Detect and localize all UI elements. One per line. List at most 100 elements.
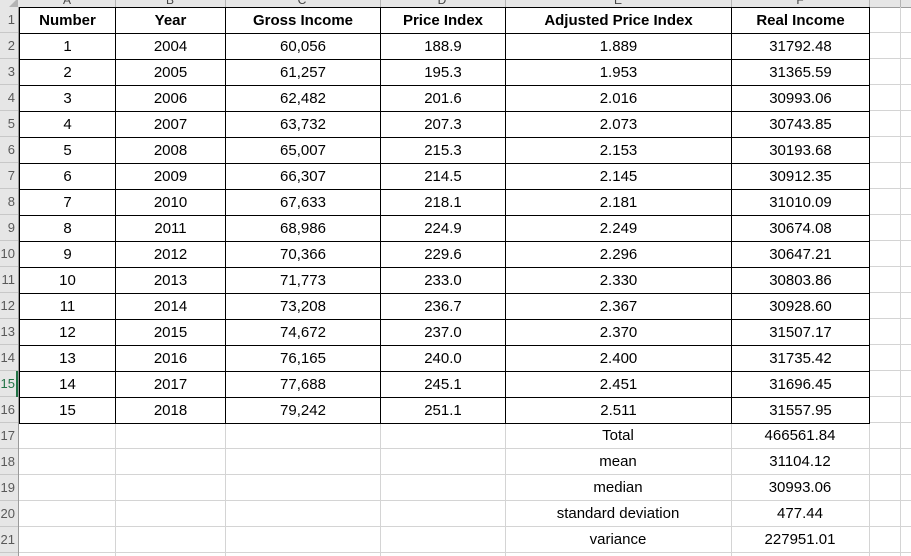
row-header-3[interactable]: 3: [0, 59, 18, 85]
cell[interactable]: 214.5: [380, 163, 506, 190]
cell[interactable]: 2.073: [505, 111, 732, 138]
cell[interactable]: 9: [19, 241, 116, 268]
cell[interactable]: 245.1: [380, 371, 506, 398]
cell[interactable]: 7: [19, 189, 116, 216]
cell[interactable]: 2015: [115, 319, 226, 346]
cell[interactable]: 188.9: [380, 33, 506, 60]
cell[interactable]: 2.451: [505, 371, 732, 398]
cell[interactable]: 2.296: [505, 241, 732, 268]
cell[interactable]: 2011: [115, 215, 226, 242]
cell[interactable]: 2.330: [505, 267, 732, 294]
cell[interactable]: 74,672: [225, 319, 381, 346]
cell[interactable]: 31735.42: [731, 345, 870, 372]
cell[interactable]: 240.0: [380, 345, 506, 372]
cell[interactable]: 2014: [115, 293, 226, 320]
cell[interactable]: 1: [19, 33, 116, 60]
cell[interactable]: 2006: [115, 85, 226, 112]
cell[interactable]: 2004: [115, 33, 226, 60]
column-header-F[interactable]: F: [796, 0, 804, 7]
cell[interactable]: 30647.21: [731, 241, 870, 268]
row-header-19[interactable]: 19: [0, 475, 18, 501]
row-header-16[interactable]: 16: [0, 397, 18, 423]
cell[interactable]: 2.181: [505, 189, 732, 216]
cell[interactable]: 2.370: [505, 319, 732, 346]
cell[interactable]: 215.3: [380, 137, 506, 164]
row-header-10[interactable]: 10: [0, 241, 18, 267]
row-header-2[interactable]: 2: [0, 33, 18, 59]
row-header-6[interactable]: 6: [0, 137, 18, 163]
column-header-A[interactable]: A: [62, 0, 72, 7]
summary-label[interactable]: variance: [589, 531, 647, 548]
cell[interactable]: 30743.85: [731, 111, 870, 138]
cell[interactable]: 2.400: [505, 345, 732, 372]
cell[interactable]: 2.511: [505, 397, 732, 424]
summary-value[interactable]: 31104.12: [769, 453, 831, 470]
row-header-14[interactable]: 14: [0, 345, 18, 371]
cell[interactable]: 79,242: [225, 397, 381, 424]
row-header-13[interactable]: 13: [0, 319, 18, 345]
cell[interactable]: 12: [19, 319, 116, 346]
cell[interactable]: 71,773: [225, 267, 381, 294]
cell[interactable]: 8: [19, 215, 116, 242]
column-header-real-income[interactable]: Real Income: [731, 7, 870, 34]
cell[interactable]: 2018: [115, 397, 226, 424]
cell[interactable]: 68,986: [225, 215, 381, 242]
row-header-8[interactable]: 8: [0, 189, 18, 215]
cell[interactable]: 73,208: [225, 293, 381, 320]
cell[interactable]: 233.0: [380, 267, 506, 294]
cell[interactable]: 10: [19, 267, 116, 294]
cell[interactable]: 2009: [115, 163, 226, 190]
summary-label[interactable]: Total: [602, 427, 634, 444]
column-header-price-index[interactable]: Price Index: [380, 7, 506, 34]
cell[interactable]: 66,307: [225, 163, 381, 190]
cell[interactable]: 62,482: [225, 85, 381, 112]
cell[interactable]: 2.249: [505, 215, 732, 242]
cell[interactable]: 30674.08: [731, 215, 870, 242]
cell[interactable]: 237.0: [380, 319, 506, 346]
row-header-17[interactable]: 17: [0, 423, 18, 449]
cell[interactable]: 2010: [115, 189, 226, 216]
cell[interactable]: 3: [19, 85, 116, 112]
cell[interactable]: 6: [19, 163, 116, 190]
cell[interactable]: 251.1: [380, 397, 506, 424]
cell[interactable]: 195.3: [380, 59, 506, 86]
column-header-D[interactable]: D: [437, 0, 447, 7]
cell[interactable]: 76,165: [225, 345, 381, 372]
row-header-11[interactable]: 11: [0, 267, 18, 293]
summary-value[interactable]: 227951.01: [764, 531, 836, 548]
column-header-B[interactable]: B: [165, 0, 175, 7]
column-header-year[interactable]: Year: [115, 7, 226, 34]
cell[interactable]: 31792.48: [731, 33, 870, 60]
cell[interactable]: 2017: [115, 371, 226, 398]
cell[interactable]: 67,633: [225, 189, 381, 216]
row-header-5[interactable]: 5: [0, 111, 18, 137]
summary-label[interactable]: median: [593, 479, 643, 496]
row-header-21[interactable]: 21: [0, 527, 18, 553]
cell[interactable]: 2016: [115, 345, 226, 372]
cell[interactable]: 2013: [115, 267, 226, 294]
column-header-gross-income[interactable]: Gross Income: [225, 7, 381, 34]
row-header-9[interactable]: 9: [0, 215, 18, 241]
cell[interactable]: 14: [19, 371, 116, 398]
cell[interactable]: 30803.86: [731, 267, 870, 294]
row-header-18[interactable]: 18: [0, 449, 18, 475]
summary-value[interactable]: 477.44: [777, 505, 823, 522]
summary-value[interactable]: 30993.06: [768, 479, 832, 496]
cell[interactable]: 2: [19, 59, 116, 86]
cell[interactable]: 77,688: [225, 371, 381, 398]
cell[interactable]: 60,056: [225, 33, 381, 60]
cell[interactable]: 30928.60: [731, 293, 870, 320]
cell[interactable]: 2005: [115, 59, 226, 86]
row-header-20[interactable]: 20: [0, 501, 18, 527]
cell[interactable]: 2008: [115, 137, 226, 164]
summary-label[interactable]: standard deviation: [556, 505, 680, 522]
row-header-12[interactable]: 12: [0, 293, 18, 319]
cell[interactable]: 31696.45: [731, 371, 870, 398]
cell[interactable]: 13: [19, 345, 116, 372]
cell[interactable]: 31507.17: [731, 319, 870, 346]
cell[interactable]: 236.7: [380, 293, 506, 320]
cell[interactable]: 15: [19, 397, 116, 424]
column-header-adjusted-price-index[interactable]: Adjusted Price Index: [505, 7, 732, 34]
cell[interactable]: 5: [19, 137, 116, 164]
cell[interactable]: 2.367: [505, 293, 732, 320]
